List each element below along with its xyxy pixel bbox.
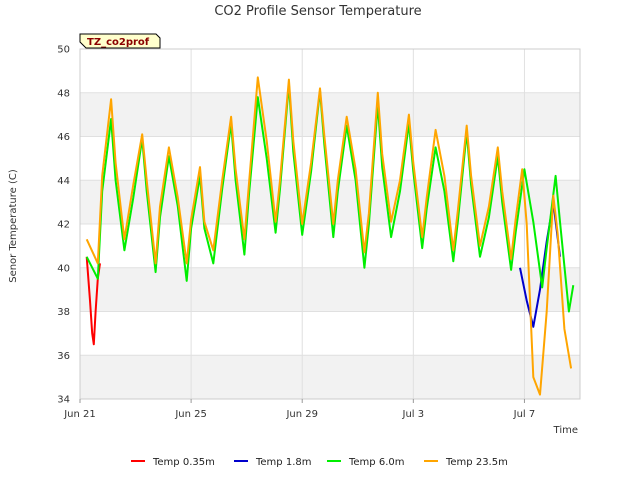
y-tick-label-42: 42: [57, 220, 70, 231]
legend-item-2: Temp 1.8m: [234, 457, 311, 468]
x-tick-label: Jul 3: [402, 409, 425, 420]
y-tick-label-46: 46: [57, 132, 70, 143]
series-lines: [85, 76, 575, 396]
series-line-4: [85, 76, 573, 396]
band-46: [80, 92, 580, 137]
x-axis-label: Time: [553, 425, 578, 436]
y-tick-label-50: 50: [57, 45, 70, 56]
legend-label: Temp 6.0m: [348, 457, 404, 468]
band-38: [80, 267, 580, 312]
x-tick-label: Jul 7: [513, 409, 536, 420]
x-tick-label: Jun 29: [285, 409, 318, 420]
legend-label: Temp 1.8m: [255, 457, 311, 468]
y-tick-label-34: 34: [57, 395, 70, 406]
legend-item-4: Temp 23.5m: [424, 457, 508, 468]
chart-title: CO2 Profile Sensor Temperature: [214, 4, 421, 19]
y-axis-ticks: 34 36 38 40 42 44 46 48 50: [57, 45, 70, 406]
legend-item-3: Temp 6.0m: [327, 457, 404, 468]
y-axis-label: Senor Temperature (C): [8, 169, 19, 283]
x-tick-label: Jun 21: [63, 409, 96, 420]
legend-label: Temp 23.5m: [445, 457, 508, 468]
y-tick-label-36: 36: [57, 351, 70, 362]
x-axis-ticks: Jun 21 Jun 25 Jun 29 Jul 3 Jul 7: [63, 399, 535, 420]
band-34: [80, 355, 580, 399]
y-tick-label-40: 40: [57, 263, 70, 274]
plot-frame: [79, 48, 581, 400]
x-tick-label: Jun 25: [174, 409, 207, 420]
legend-item-1: Temp 0.35m: [131, 457, 215, 468]
background-bands: [80, 92, 580, 399]
legend: Temp 0.35m Temp 1.8m Temp 6.0m Temp 23.5m: [131, 457, 508, 468]
y-tick-label-48: 48: [57, 88, 70, 99]
station-label: TZ_co2prof: [87, 37, 150, 48]
y-tick-label-44: 44: [57, 176, 70, 187]
y-tick-label-38: 38: [57, 307, 70, 318]
plot-area: [79, 48, 581, 400]
legend-label: Temp 0.35m: [152, 457, 215, 468]
station-label-box: TZ_co2prof: [79, 33, 161, 49]
